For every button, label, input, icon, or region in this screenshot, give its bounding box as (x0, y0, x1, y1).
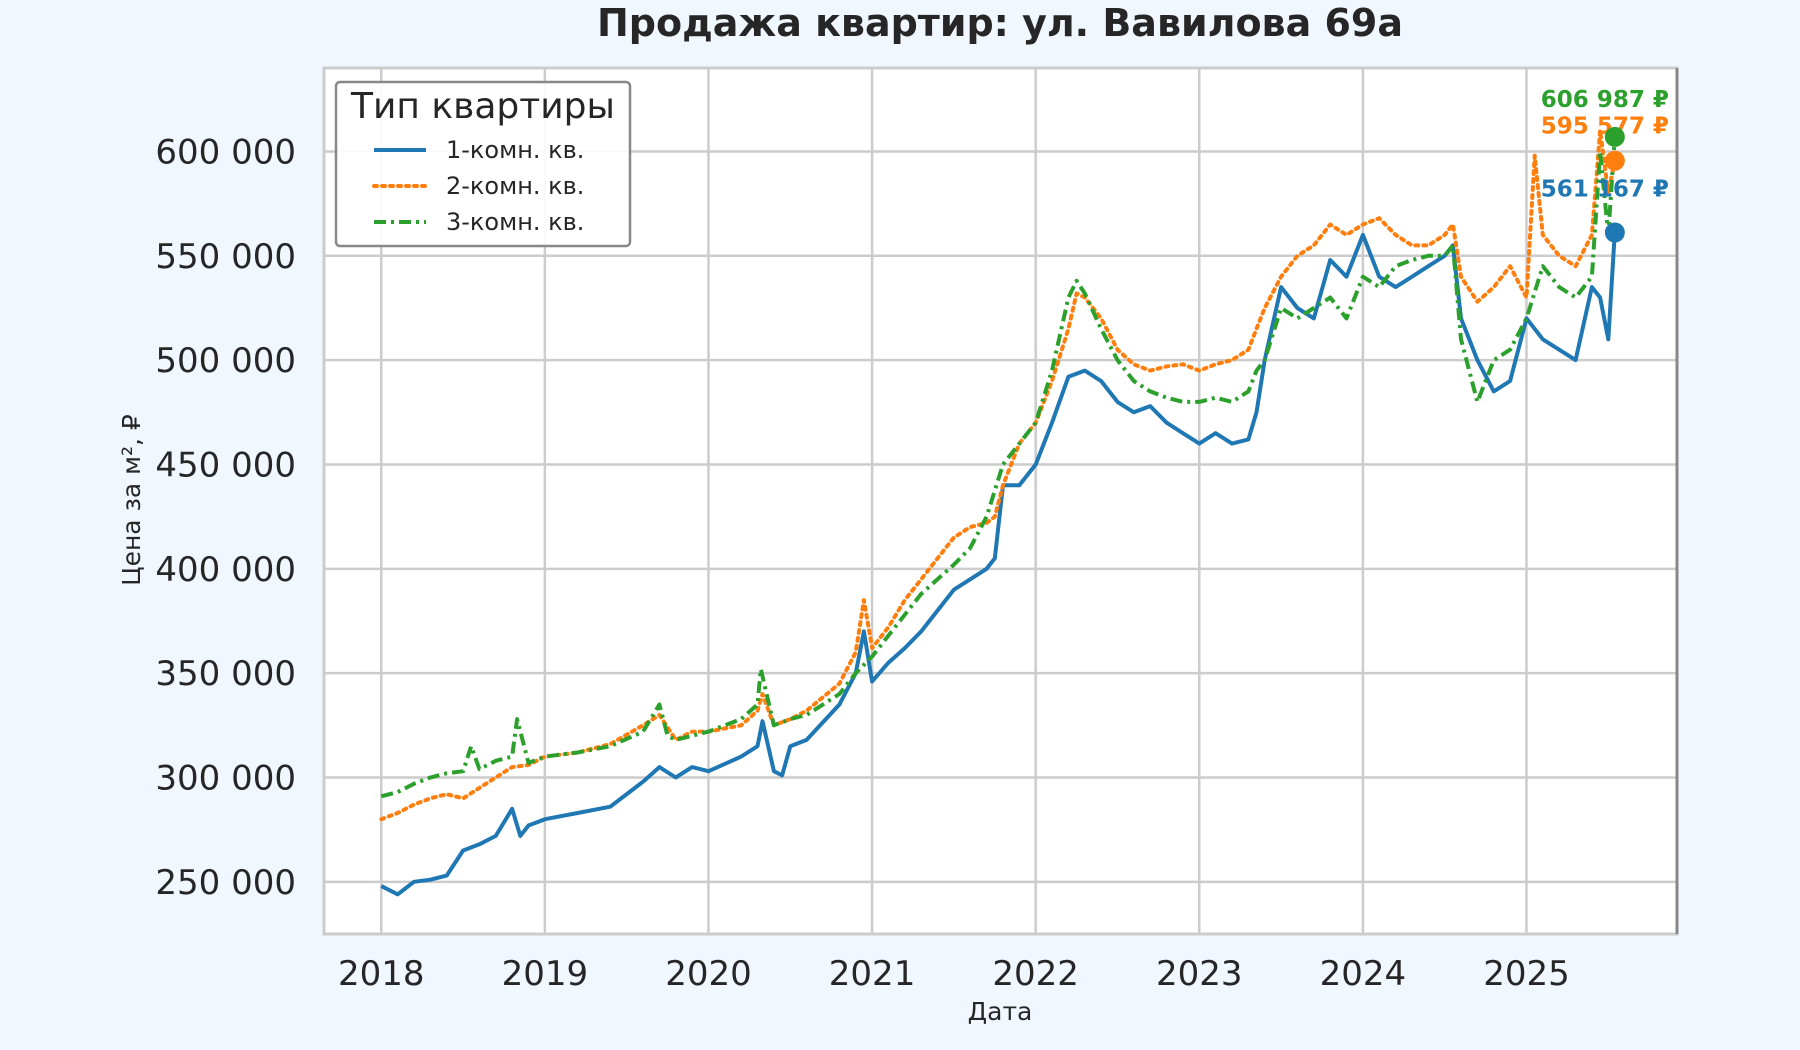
x-tick-label: 2024 (1320, 954, 1407, 994)
legend-label-3: 3-комн. кв. (446, 208, 584, 236)
y-tick-label: 400 000 (155, 550, 296, 590)
series-end-point-3 (1604, 126, 1625, 147)
series-end-label-3: 606 987 ₽ (1541, 87, 1669, 113)
x-tick-label: 2020 (665, 954, 752, 994)
series-end-label-1: 561 167 ₽ (1541, 177, 1669, 203)
x-axis-label: Дата (968, 997, 1033, 1026)
series-end-label-2: 595 577 ₽ (1541, 114, 1669, 140)
x-tick-label: 2018 (338, 954, 425, 994)
x-tick-label: 2023 (1156, 954, 1243, 994)
y-tick-label: 500 000 (155, 341, 296, 381)
y-tick-label: 350 000 (155, 654, 296, 694)
series-end-point-2 (1604, 150, 1625, 171)
series-line-3 (380, 136, 1617, 799)
series-line-1 (380, 232, 1617, 897)
tick-layer: 2018 2019 2020 2021 2022 2023 2024 2025 250 000 3… (155, 132, 1569, 994)
y-tick-label: 550 000 (155, 237, 296, 277)
series-layer (379, 128, 1617, 897)
marker-layer: 561 167 ₽ 595 577 ₽606 987 ₽ (1541, 87, 1669, 243)
y-tick-label: 300 000 (155, 758, 296, 798)
legend-title: Тип квартиры (350, 86, 615, 127)
y-tick-label: 450 000 (155, 445, 296, 485)
legend-label-2: 2-комн. кв. (446, 172, 584, 200)
x-tick-label: 2021 (829, 954, 916, 994)
legend-box (334, 80, 632, 248)
series-end-point-1 (1604, 222, 1625, 243)
x-tick-label: 2022 (992, 954, 1079, 994)
grid-layer (324, 68, 1677, 934)
y-tick-label: 600 000 (155, 132, 296, 172)
y-tick-label: 250 000 (155, 863, 296, 903)
x-tick-label: 2019 (502, 954, 589, 994)
legend: Тип квартиры 1-комн. кв. 2-комн. кв. 3-к… (334, 80, 632, 248)
x-tick-label: 2025 (1483, 954, 1570, 994)
chart-title: Продажа квартир: ул. Вавилова 69а (597, 1, 1403, 45)
legend-label-1: 1-комн. кв. (446, 136, 584, 164)
y-axis-label: Цена за м², ₽ (117, 414, 146, 586)
